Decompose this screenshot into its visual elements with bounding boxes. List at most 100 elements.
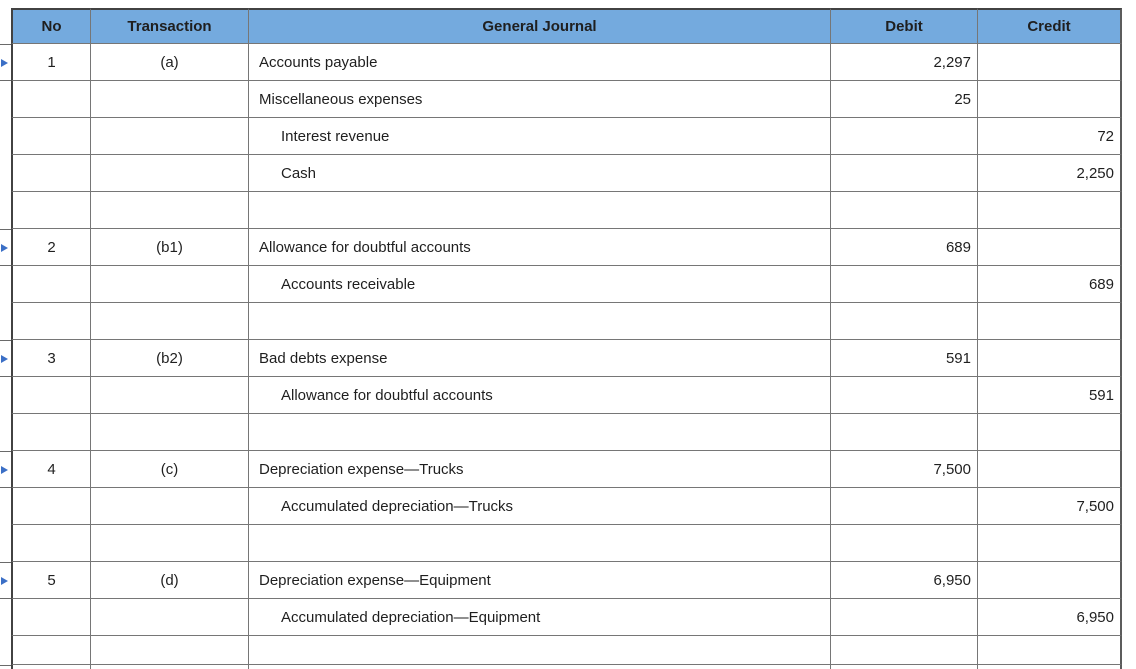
transaction-cell[interactable]: (a) (91, 44, 249, 81)
credit-cell[interactable] (978, 451, 1122, 488)
debit-cell[interactable] (831, 303, 978, 340)
entry-no-cell[interactable] (11, 303, 91, 340)
entry-no-cell[interactable] (11, 599, 91, 636)
credit-cell[interactable]: 591 (978, 377, 1122, 414)
debit-cell[interactable]: 6,950 (831, 562, 978, 599)
transaction-cell[interactable] (91, 155, 249, 192)
entry-no-cell[interactable] (11, 81, 91, 118)
debit-cell[interactable] (831, 118, 978, 155)
account-title-cell[interactable] (249, 636, 831, 665)
debit-cell[interactable]: 25 (831, 81, 978, 118)
row-marker-icon[interactable] (1, 58, 8, 67)
entry-no-cell[interactable] (11, 665, 91, 669)
journal-row (0, 192, 1133, 229)
account-title-cell[interactable]: Accumulated depreciation—Equipment (249, 599, 831, 636)
account-title-cell[interactable]: Accumulated depreciation—Trucks (249, 488, 831, 525)
debit-cell[interactable] (831, 377, 978, 414)
credit-cell[interactable] (978, 81, 1122, 118)
transaction-cell[interactable] (91, 636, 249, 665)
debit-cell[interactable]: 2,297 (831, 44, 978, 81)
account-title-cell[interactable]: Depreciation expense—Trucks (249, 451, 831, 488)
row-gutter (0, 303, 11, 340)
transaction-cell[interactable] (91, 665, 249, 669)
entry-no-cell[interactable]: 3 (11, 340, 91, 377)
debit-cell[interactable]: 689 (831, 229, 978, 266)
transaction-cell[interactable] (91, 599, 249, 636)
debit-cell[interactable]: 591 (831, 340, 978, 377)
transaction-cell[interactable]: (b2) (91, 340, 249, 377)
account-title-cell[interactable]: Allowance for doubtful accounts (249, 229, 831, 266)
credit-cell[interactable]: 7,500 (978, 488, 1122, 525)
transaction-cell[interactable] (91, 118, 249, 155)
entry-no-cell[interactable]: 1 (11, 44, 91, 81)
account-title-cell[interactable]: Accounts receivable (249, 266, 831, 303)
transaction-cell[interactable] (91, 192, 249, 229)
entry-no-cell[interactable] (11, 525, 91, 562)
transaction-cell[interactable] (91, 525, 249, 562)
transaction-cell[interactable] (91, 488, 249, 525)
entry-no-cell[interactable] (11, 118, 91, 155)
credit-cell[interactable] (978, 192, 1122, 229)
debit-cell[interactable] (831, 525, 978, 562)
credit-cell[interactable]: 6,950 (978, 599, 1122, 636)
credit-cell[interactable] (978, 303, 1122, 340)
account-title-cell[interactable] (249, 303, 831, 340)
debit-cell[interactable] (831, 155, 978, 192)
entry-no-cell[interactable] (11, 636, 91, 665)
credit-cell[interactable] (978, 636, 1122, 665)
debit-cell[interactable] (831, 636, 978, 665)
credit-cell[interactable]: 689 (978, 266, 1122, 303)
entry-no-cell[interactable] (11, 377, 91, 414)
row-gutter (0, 340, 11, 377)
account-title-cell[interactable]: Bad debts expense (249, 340, 831, 377)
debit-cell[interactable] (831, 414, 978, 451)
entry-no-cell[interactable]: 2 (11, 229, 91, 266)
debit-cell[interactable] (831, 599, 978, 636)
debit-cell[interactable]: 7,500 (831, 451, 978, 488)
entry-no-cell[interactable]: 4 (11, 451, 91, 488)
account-title-cell[interactable] (249, 192, 831, 229)
debit-cell[interactable] (831, 665, 978, 669)
entry-no-cell[interactable] (11, 414, 91, 451)
row-marker-icon[interactable] (1, 576, 8, 585)
credit-cell[interactable]: 2,250 (978, 155, 1122, 192)
row-marker-icon[interactable] (1, 243, 8, 252)
entry-no-cell[interactable] (11, 155, 91, 192)
account-title-cell[interactable]: Miscellaneous expenses (249, 81, 831, 118)
credit-cell[interactable]: 72 (978, 118, 1122, 155)
account-title-cell[interactable] (249, 525, 831, 562)
account-title-cell[interactable]: Depreciation expense—Equipment (249, 562, 831, 599)
transaction-cell[interactable] (91, 414, 249, 451)
transaction-cell[interactable]: (b1) (91, 229, 249, 266)
debit-cell[interactable] (831, 192, 978, 229)
transaction-cell[interactable] (91, 303, 249, 340)
account-title-cell[interactable]: Allowance for doubtful accounts (249, 377, 831, 414)
entry-no-cell[interactable] (11, 266, 91, 303)
entry-no-cell[interactable] (11, 488, 91, 525)
row-marker-icon[interactable] (1, 354, 8, 363)
debit-cell[interactable] (831, 488, 978, 525)
entry-no-cell[interactable]: 5 (11, 562, 91, 599)
transaction-cell[interactable]: (d) (91, 562, 249, 599)
credit-cell[interactable] (978, 414, 1122, 451)
credit-cell[interactable] (978, 665, 1122, 669)
account-title-cell[interactable]: Accounts payable (249, 44, 831, 81)
transaction-cell[interactable] (91, 377, 249, 414)
account-title-cell[interactable] (249, 665, 831, 669)
credit-cell[interactable] (978, 340, 1122, 377)
account-title-cell[interactable] (249, 414, 831, 451)
account-title-cell[interactable]: Interest revenue (249, 118, 831, 155)
credit-cell[interactable] (978, 562, 1122, 599)
transaction-cell[interactable] (91, 81, 249, 118)
credit-cell[interactable] (978, 44, 1122, 81)
account-title-cell[interactable]: Cash (249, 155, 831, 192)
row-marker-icon[interactable] (1, 465, 8, 474)
entry-no-cell[interactable] (11, 192, 91, 229)
debit-cell[interactable] (831, 266, 978, 303)
transaction-cell[interactable]: (c) (91, 451, 249, 488)
credit-cell[interactable] (978, 229, 1122, 266)
transaction-cell[interactable] (91, 266, 249, 303)
credit-cell[interactable] (978, 525, 1122, 562)
row-gutter (0, 229, 11, 266)
row-gutter (0, 525, 11, 562)
